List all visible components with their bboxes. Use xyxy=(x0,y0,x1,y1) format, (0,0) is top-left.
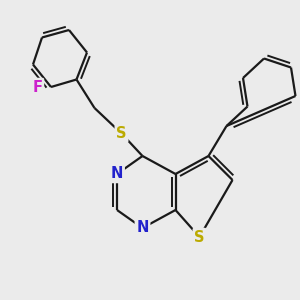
Text: N: N xyxy=(111,167,123,182)
Text: S: S xyxy=(116,126,127,141)
Text: N: N xyxy=(136,220,149,236)
Text: F: F xyxy=(32,80,43,94)
Text: S: S xyxy=(194,230,205,244)
